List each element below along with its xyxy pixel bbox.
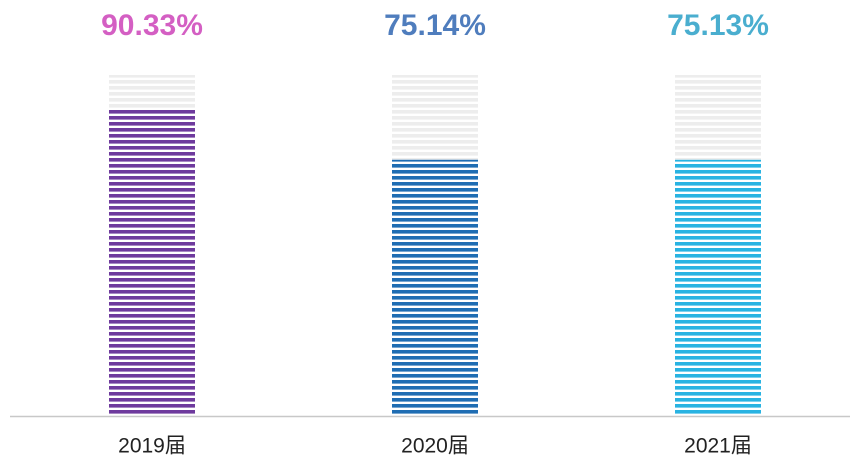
- bar: [392, 159, 478, 417]
- bar: [109, 107, 195, 416]
- x-tick-label: 2019届: [118, 435, 186, 458]
- bar: [675, 159, 761, 416]
- value-label: 75.13%: [667, 9, 769, 42]
- value-label: 75.14%: [384, 9, 486, 42]
- x-tick-label: 2020届: [401, 435, 469, 458]
- value-label: 90.33%: [101, 9, 203, 42]
- x-tick-label: 2021届: [684, 435, 752, 458]
